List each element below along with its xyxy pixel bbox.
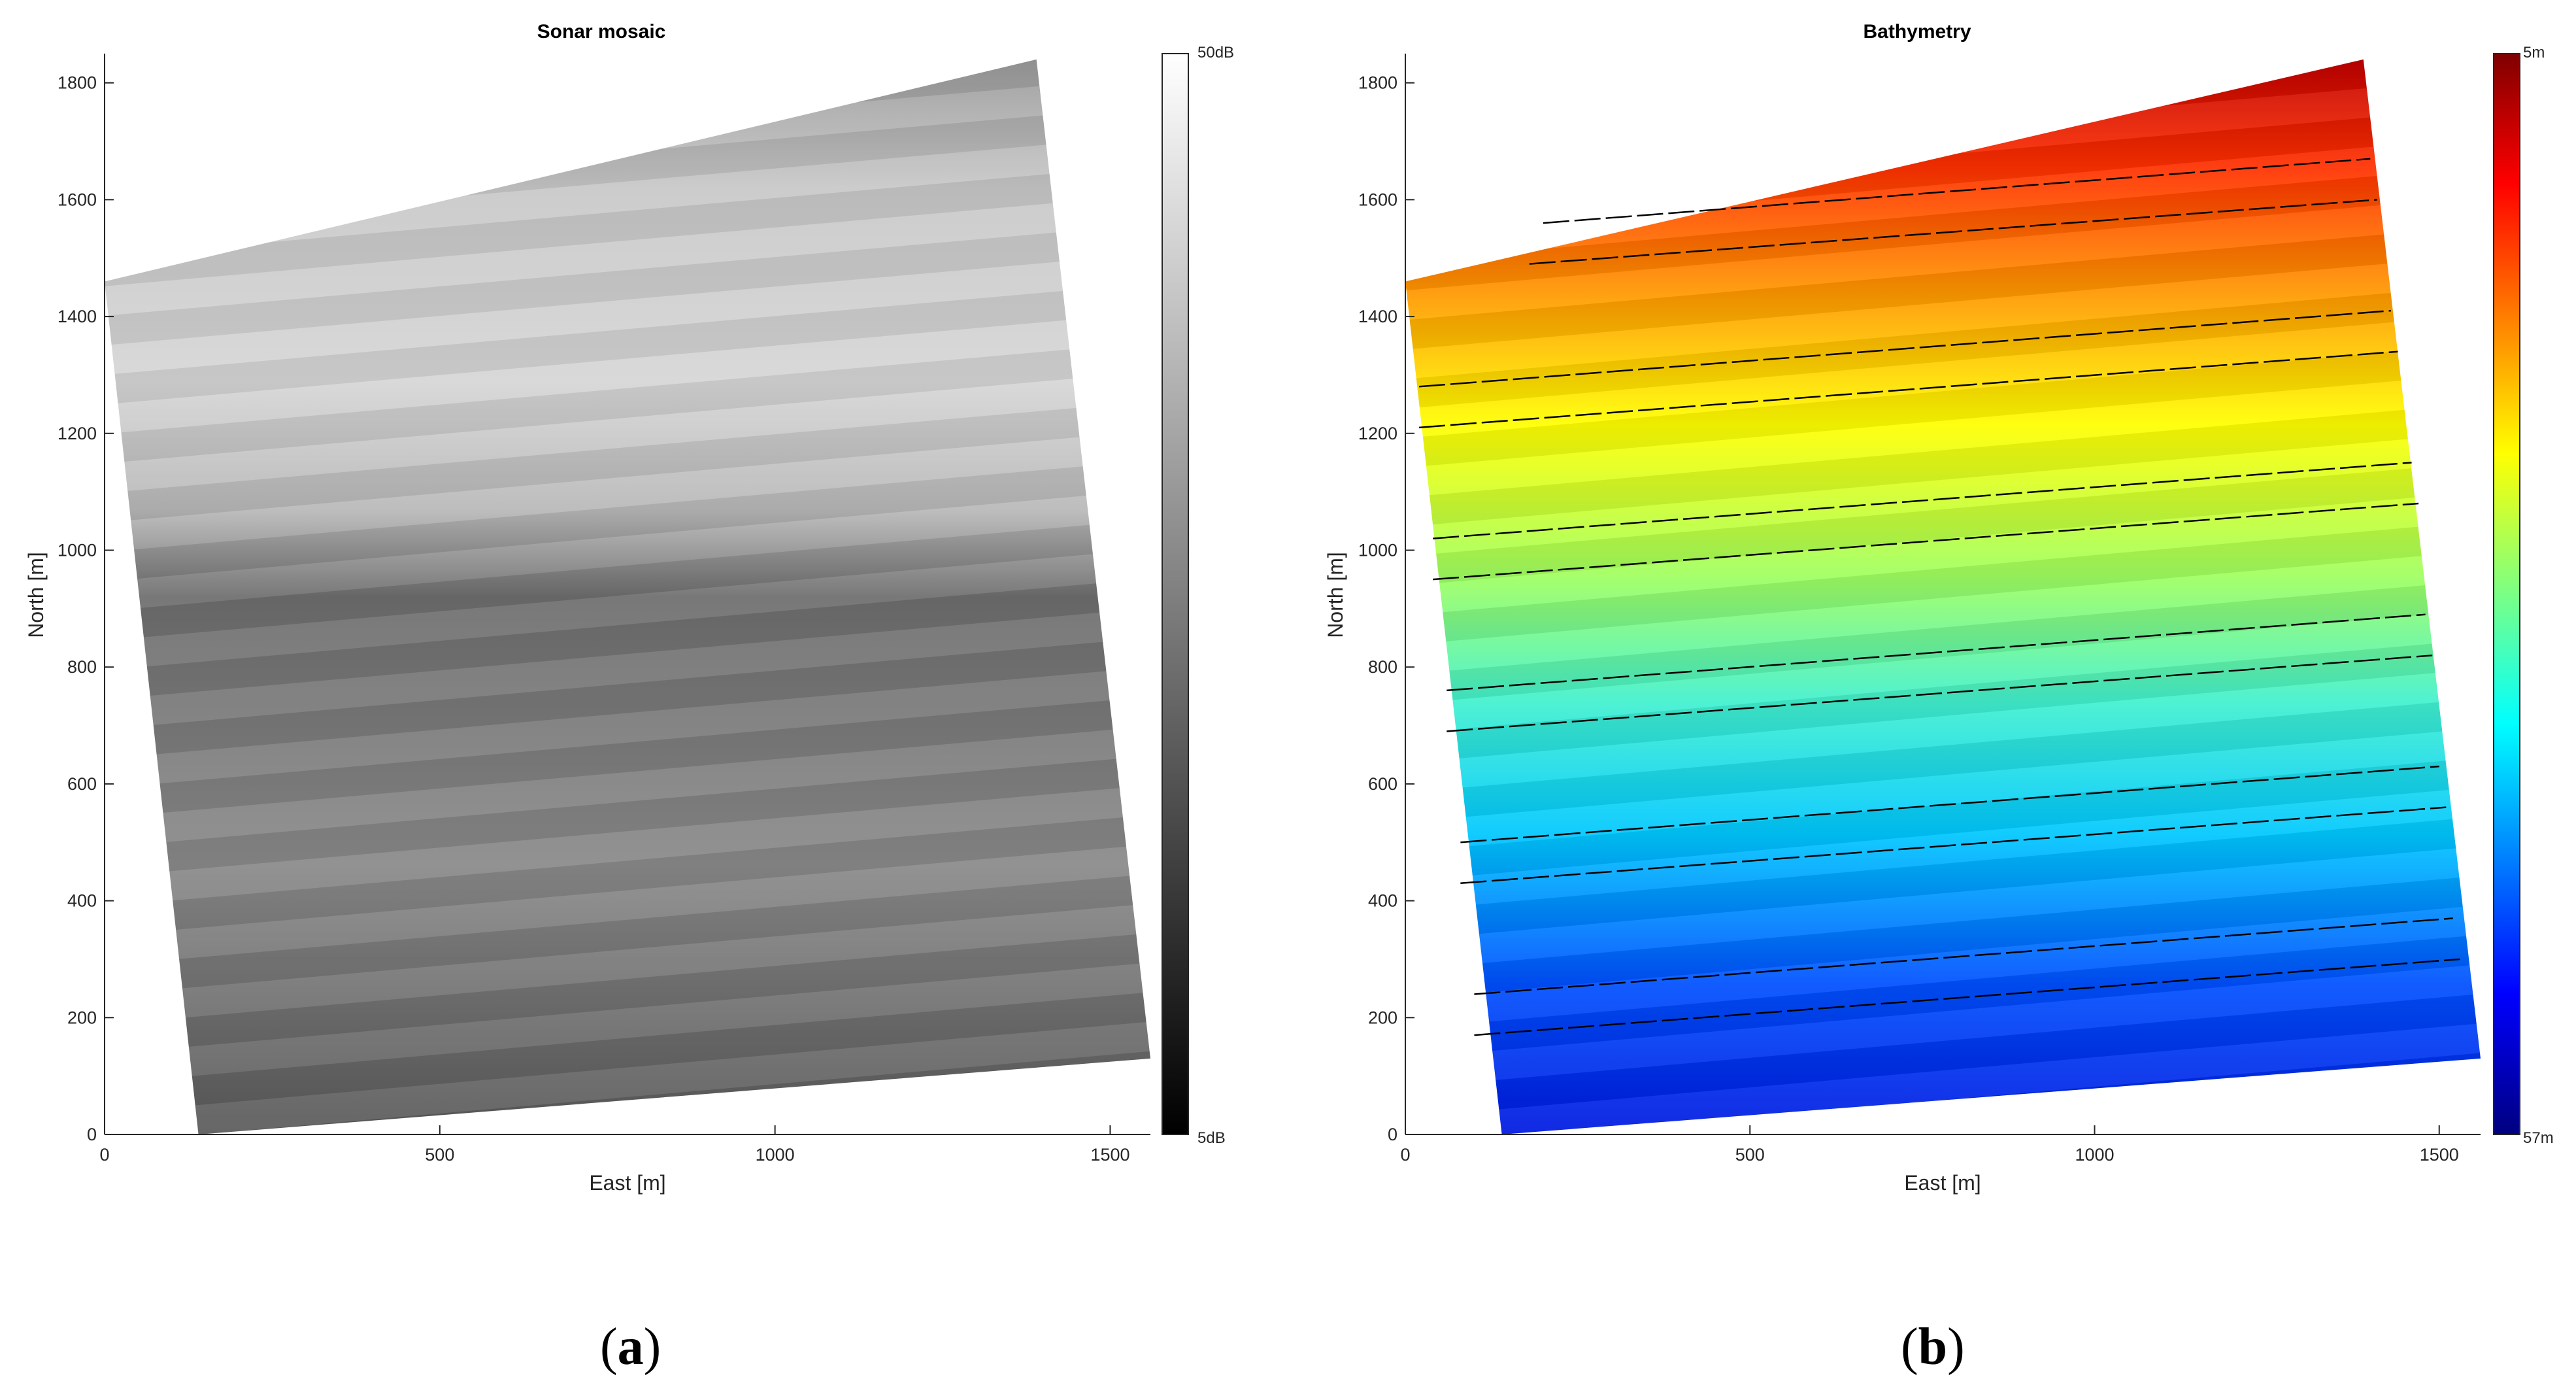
y-tick-label: 200	[1368, 1008, 1397, 1027]
y-tick-label: 1200	[58, 424, 97, 443]
colorbar-max-label: 5m	[2523, 44, 2545, 61]
y-tick-label: 1400	[58, 307, 97, 326]
colorbar	[2493, 53, 2520, 1135]
track-line	[1418, 309, 2392, 388]
y-tick-label: 1200	[1358, 424, 1397, 443]
y-tick-label: 0	[1388, 1125, 1397, 1144]
colorbar-min-label: 57m	[2523, 1129, 2554, 1147]
colorbar-gradient	[1162, 53, 1189, 1135]
colorbar-gradient	[2493, 53, 2520, 1135]
y-tick-label: 1600	[58, 190, 97, 209]
x-tick-label: 1000	[2075, 1145, 2114, 1165]
y-axis-label: North [m]	[1324, 552, 1347, 638]
y-tick-label: 1600	[1358, 190, 1397, 209]
x-tick-label: 1000	[756, 1145, 795, 1165]
track-line	[1460, 765, 2439, 843]
track-line	[1447, 613, 2426, 692]
chart-title: Bathymetry	[1863, 21, 1971, 43]
colorbar-max-label: 50dB	[1197, 44, 1234, 61]
subfigure-label-a: (a)	[600, 1318, 661, 1376]
track-line	[1460, 806, 2447, 885]
track-line	[1543, 158, 2371, 224]
y-tick-label: 0	[87, 1125, 97, 1144]
y-tick-label: 800	[67, 657, 97, 677]
track-line	[1418, 350, 2398, 429]
y-tick-label: 400	[1368, 891, 1397, 911]
x-tick-label: 500	[1735, 1145, 1765, 1165]
colorbar	[1162, 53, 1189, 1135]
track-line	[1474, 917, 2453, 995]
x-tick-label: 0	[99, 1145, 109, 1165]
colorbar-min-label: 5dB	[1197, 1129, 1226, 1147]
y-tick-label: 1800	[58, 73, 97, 93]
y-tick-label: 1800	[1358, 73, 1397, 93]
x-tick-label: 1500	[1090, 1145, 1129, 1165]
x-tick-label: 1500	[2420, 1145, 2459, 1165]
plot-area: 0 500 1000 1500 0 200 400 600 800 1000 1200 1400 160…	[1358, 54, 2481, 1165]
x-tick-label: 500	[425, 1145, 454, 1165]
swath-stripes	[1405, 59, 2481, 1134]
y-tick-label: 1000	[58, 540, 97, 560]
x-axis-label: East [m]	[1904, 1171, 1981, 1195]
subfigure-label-b: (b)	[1901, 1318, 1965, 1376]
track-line	[1447, 655, 2433, 732]
y-axis-label: North [m]	[24, 552, 48, 638]
x-axis-label: East [m]	[589, 1171, 665, 1195]
plot-area: 0 500 1000 1500 0 200 400 600 800 1000 1200 1400 160…	[58, 54, 1150, 1165]
chart-title: Sonar mosaic	[537, 21, 666, 43]
y-tick-label: 600	[1368, 774, 1397, 794]
track-line	[1474, 958, 2460, 1036]
y-tick-label: 1400	[1358, 307, 1397, 326]
track-line	[1529, 199, 2377, 265]
y-tick-label: 400	[67, 891, 97, 911]
track-line	[1433, 462, 2412, 539]
y-tick-label: 600	[67, 774, 97, 794]
y-tick-label: 1000	[1358, 540, 1397, 560]
track-line	[1433, 502, 2419, 581]
y-tick-label: 800	[1368, 657, 1397, 677]
swath-stripes	[105, 59, 1150, 1134]
x-tick-label: 0	[1400, 1145, 1410, 1165]
sonar-mosaic-panel: Sonar mosaic 0 500 1000 1500 0 200 400 600 800 10…	[24, 21, 1234, 1195]
y-tick-label: 200	[67, 1008, 97, 1027]
bathymetry-panel: Bathymetry 0 500 1000 1500 0 200 400 600 800 1000…	[1324, 21, 2554, 1195]
